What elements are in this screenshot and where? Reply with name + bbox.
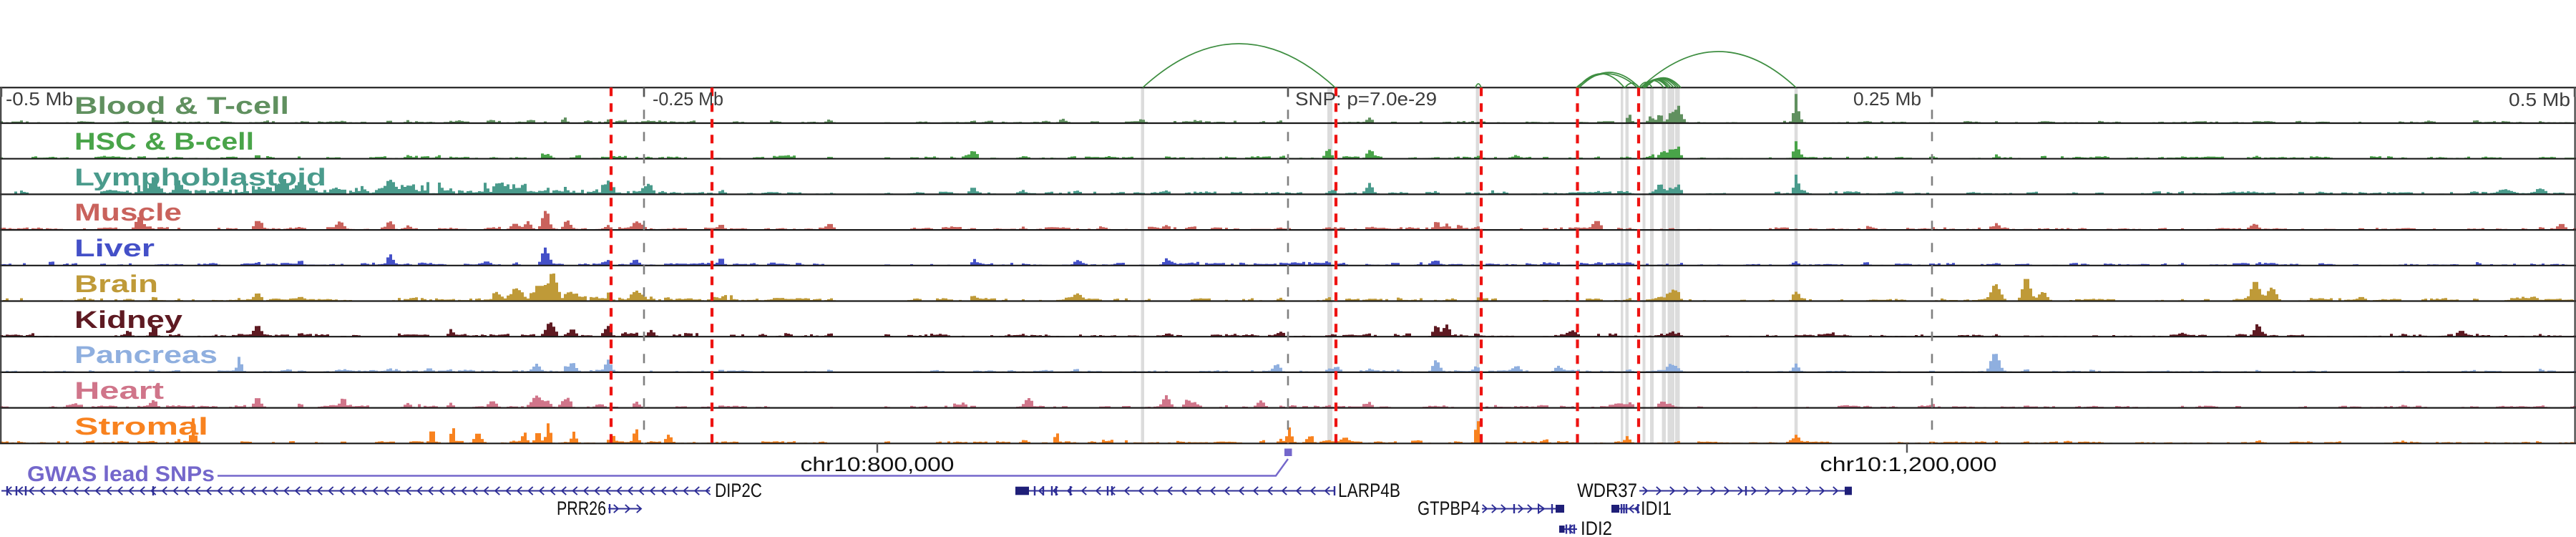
svg-text:Pancreas: Pancreas bbox=[74, 342, 218, 369]
svg-text:Liver: Liver bbox=[74, 235, 155, 262]
svg-text:SNP: p=7.0e-29: SNP: p=7.0e-29 bbox=[1295, 88, 1437, 110]
svg-text:-0.5 Mb: -0.5 Mb bbox=[6, 88, 73, 110]
svg-text:HSC & B-cell: HSC & B-cell bbox=[74, 128, 254, 155]
svg-text:LARP4B: LARP4B bbox=[1338, 480, 1400, 501]
svg-text:GWAS lead SNPs: GWAS lead SNPs bbox=[27, 463, 215, 486]
svg-text:0.5 Mb: 0.5 Mb bbox=[2509, 89, 2570, 110]
svg-text:0.25 Mb: 0.25 Mb bbox=[1853, 88, 1921, 110]
svg-text:Lymphoblastoid: Lymphoblastoid bbox=[74, 164, 326, 191]
svg-text:Stromal: Stromal bbox=[74, 413, 208, 440]
svg-text:chr10:800,000: chr10:800,000 bbox=[801, 453, 955, 475]
svg-text:chr10:1,200,000: chr10:1,200,000 bbox=[1820, 453, 1997, 475]
svg-text:Kidney: Kidney bbox=[74, 306, 182, 334]
svg-text:DIP2C: DIP2C bbox=[715, 480, 762, 501]
svg-text:GTPBP4: GTPBP4 bbox=[1418, 498, 1480, 519]
svg-text:WDR37: WDR37 bbox=[1577, 480, 1637, 501]
svg-text:PRR26: PRR26 bbox=[557, 498, 606, 519]
svg-text:Blood & T-cell: Blood & T-cell bbox=[74, 92, 289, 120]
svg-text:Brain: Brain bbox=[74, 271, 158, 298]
svg-text:Heart: Heart bbox=[74, 377, 164, 405]
svg-text:IDI1: IDI1 bbox=[1641, 498, 1672, 519]
svg-text:Muscle: Muscle bbox=[74, 199, 182, 226]
svg-text:-0.25 Mb: -0.25 Mb bbox=[653, 88, 723, 110]
svg-text:IDI2: IDI2 bbox=[1581, 518, 1612, 537]
